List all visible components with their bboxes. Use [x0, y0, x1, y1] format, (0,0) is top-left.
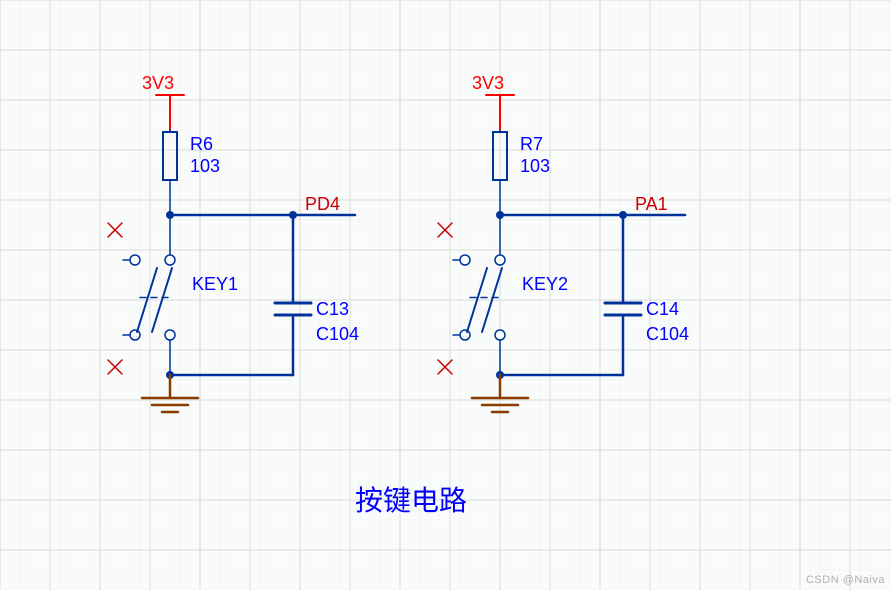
resistor-name: R7: [520, 134, 543, 154]
resistor-name: R6: [190, 134, 213, 154]
switch-name: KEY2: [522, 274, 568, 294]
schematic-title: 按键电路: [355, 485, 467, 516]
resistor-value: 103: [190, 156, 220, 176]
schematic: 3V3R6103PD4C13C104KEY13V3R7103PA1C14C104…: [0, 0, 891, 590]
capacitor-name: C14: [646, 299, 679, 319]
power-label: 3V3: [472, 73, 504, 93]
capacitor-name: C13: [316, 299, 349, 319]
switch-name: KEY1: [192, 274, 238, 294]
resistor-value: 103: [520, 156, 550, 176]
capacitor-value: C104: [646, 324, 689, 344]
net-label: PA1: [635, 194, 668, 214]
watermark: CSDN @Naiva: [806, 574, 885, 586]
schematic-canvas: 3V3R6103PD4C13C104KEY13V3R7103PA1C14C104…: [0, 0, 891, 590]
power-label: 3V3: [142, 73, 174, 93]
net-label: PD4: [305, 194, 340, 214]
capacitor-value: C104: [316, 324, 359, 344]
